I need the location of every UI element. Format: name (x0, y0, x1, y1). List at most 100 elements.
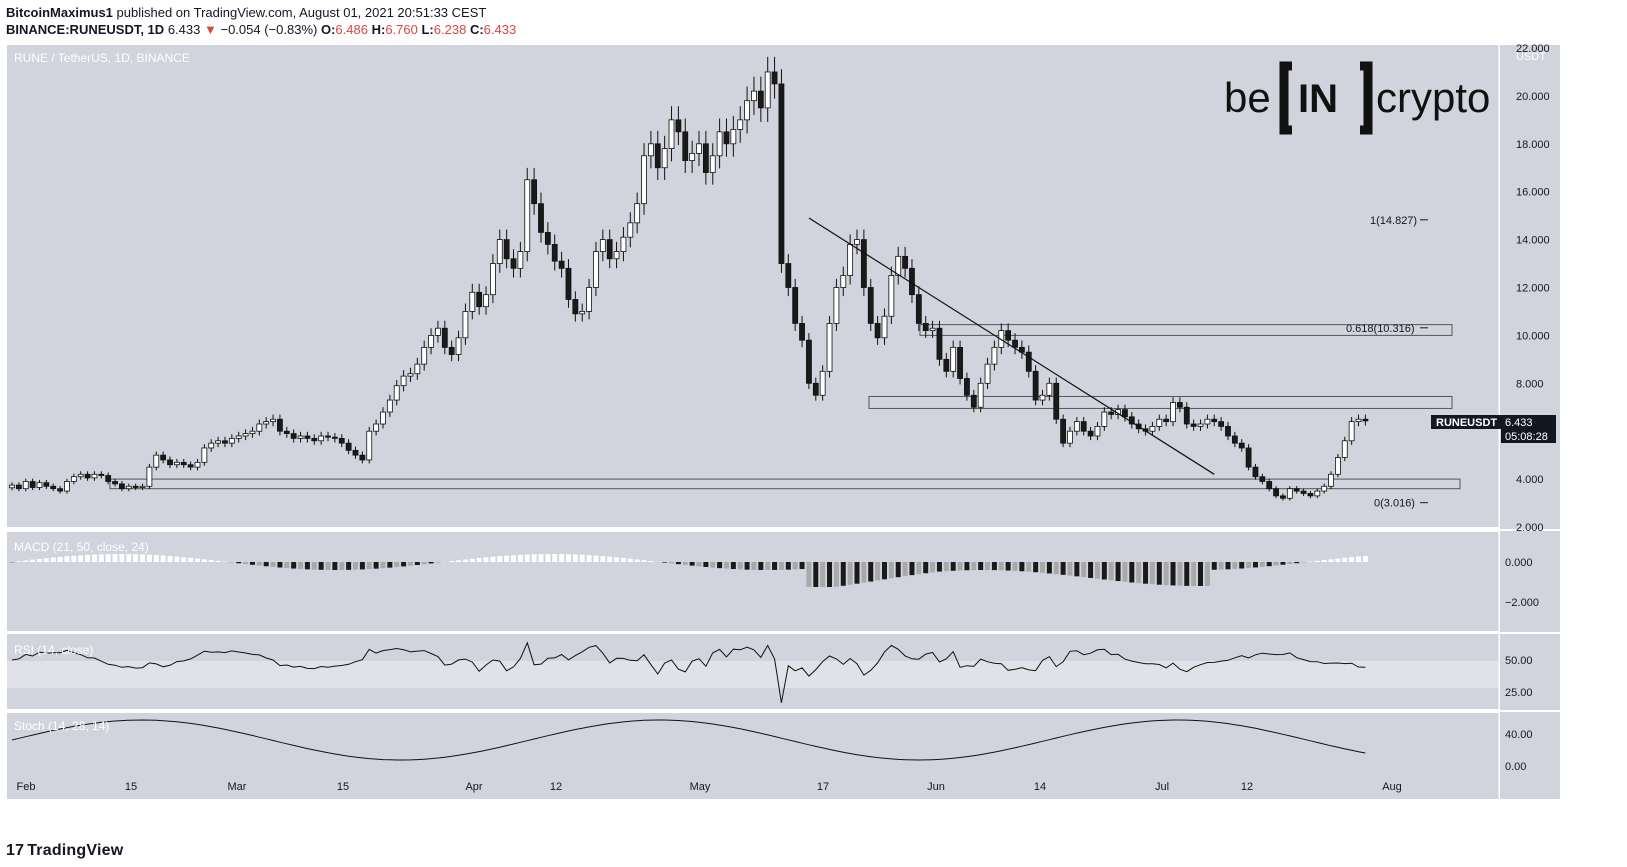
price-pane[interactable] (7, 45, 1499, 527)
open-label: O: (320, 22, 336, 37)
macd-histogram-bar (868, 562, 874, 582)
candle-body (792, 287, 799, 324)
candle-body (270, 418, 276, 423)
candle-body (1238, 442, 1245, 449)
macd-histogram-bar (689, 562, 695, 566)
macd-histogram-bar (1335, 558, 1341, 562)
macd-histogram-bar (23, 560, 29, 562)
macd-histogram-bar (1122, 562, 1128, 582)
macd-histogram-bar (1053, 562, 1059, 575)
macd-histogram-bar (1294, 562, 1300, 564)
open-value: 6.486 (335, 22, 368, 37)
macd-histogram-bar (1115, 562, 1121, 582)
fib-level-label: 0(3.016) (1374, 498, 1415, 510)
price-axis-tick: 14.000 (1516, 235, 1550, 247)
candle-body (682, 131, 689, 161)
candle-body (970, 394, 977, 408)
macd-histogram-bar (421, 562, 427, 565)
candle-body (1335, 457, 1341, 475)
candle-body (29, 481, 36, 488)
candle-body (208, 442, 215, 449)
candle-body (201, 447, 208, 463)
macd-histogram-bar (325, 562, 331, 570)
high-value: 6.760 (385, 22, 418, 37)
candle-body (538, 203, 544, 233)
candle-body (572, 299, 579, 315)
macd-histogram-bar (401, 562, 407, 567)
candle-body (380, 411, 386, 425)
time-axis-tick: Jun (927, 781, 945, 793)
macd-pane[interactable] (7, 532, 1499, 631)
macd-histogram-bar (1033, 562, 1039, 573)
candle-body (345, 442, 352, 451)
candle-body (860, 239, 867, 288)
macd-histogram-bar (98, 554, 104, 562)
candle-body (1005, 330, 1012, 341)
candle-body (826, 323, 833, 372)
candle-body (1080, 421, 1087, 432)
candle-body (812, 382, 819, 396)
author-name[interactable]: BitcoinMaximus1 (6, 5, 113, 20)
candle-body (242, 433, 249, 437)
macd-histogram-bar (730, 562, 736, 570)
candle-body (1204, 418, 1211, 425)
tradingview-brand[interactable]: 17 TradingView (6, 842, 123, 860)
candle-body (469, 291, 476, 312)
candle-body (50, 485, 57, 490)
candle-body (709, 155, 716, 173)
macd-histogram-bar (813, 562, 819, 587)
rsi-label: RSI (14, close) (14, 643, 93, 657)
macd-histogram-bar (957, 562, 963, 571)
candle-body (57, 488, 63, 492)
candle-body (1087, 430, 1094, 437)
macd-histogram-bar (270, 562, 276, 567)
macd-histogram-bar (923, 562, 929, 574)
candle-body (593, 251, 599, 288)
candle-body (1348, 421, 1355, 442)
time-axis[interactable] (7, 772, 1499, 799)
macd-histogram-bar (1177, 562, 1183, 586)
candle-body (22, 481, 29, 490)
support-resistance-zone (868, 395, 1453, 409)
macd-histogram-bar (43, 558, 49, 562)
macd-histogram-bar (524, 554, 530, 562)
candle-body (1300, 490, 1307, 494)
low-value: 6.238 (433, 22, 467, 37)
last-price: 6.433 (167, 22, 201, 37)
candle-body (716, 131, 723, 157)
macd-histogram-bar (1280, 562, 1286, 565)
price-axis-tick: 8.000 (1516, 378, 1544, 390)
candle-body (744, 100, 750, 121)
candle-body (263, 421, 270, 425)
macd-histogram-bar (188, 557, 194, 562)
candle-body (311, 437, 318, 442)
candle-body (1177, 402, 1183, 408)
candle-body (902, 255, 908, 269)
candle-body (599, 239, 606, 252)
macd-histogram-bar (85, 554, 91, 562)
candle-body (194, 461, 201, 468)
macd-histogram-bar (559, 554, 565, 562)
macd-histogram-bar (50, 557, 56, 562)
candle-body (489, 263, 496, 296)
candle-body (228, 437, 235, 444)
macd-histogram-bar (263, 562, 269, 567)
candle-body (1280, 495, 1286, 499)
macd-histogram-bar (30, 559, 36, 562)
macd-histogram-bar (208, 560, 214, 562)
macd-histogram-bar (236, 562, 242, 564)
macd-histogram-bar (552, 554, 558, 562)
candle-body (222, 440, 228, 444)
current-price-label[interactable]: RUNEUSDT 6.433 05:08:28 (1431, 415, 1556, 443)
time-axis-tick: Apr (465, 781, 482, 793)
candle-body (1101, 411, 1108, 427)
macd-histogram-bar (1088, 562, 1094, 578)
macd-histogram-bar (538, 554, 544, 562)
stoch-pane[interactable] (7, 713, 1499, 772)
macd-histogram-bar (1040, 562, 1045, 573)
macd-histogram-bar (785, 562, 791, 570)
change-down-icon: ▼ (203, 22, 217, 37)
high-label: H: (371, 22, 386, 37)
macd-histogram-bar (1094, 562, 1100, 579)
